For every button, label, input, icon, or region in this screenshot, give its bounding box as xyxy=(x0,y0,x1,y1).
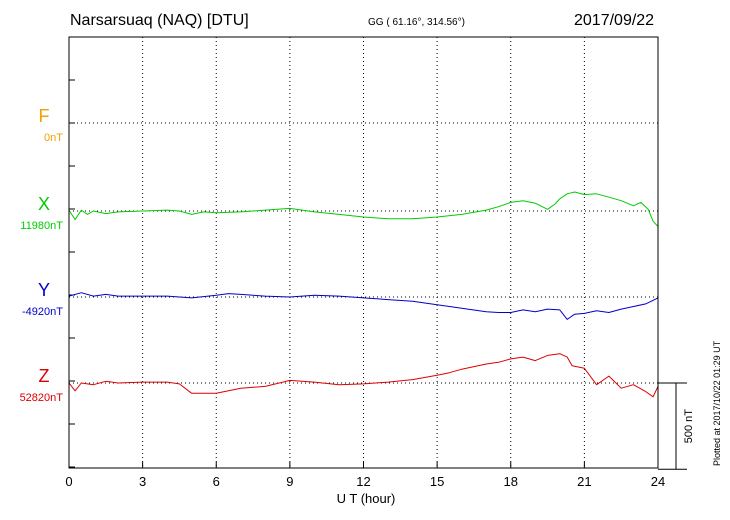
component-label-z: Z xyxy=(39,366,50,386)
baseline-value-x: 11980nT xyxy=(20,220,63,232)
x-tick-label: 15 xyxy=(430,474,444,489)
series-line-z xyxy=(68,353,659,398)
baseline-value-f: 0nT xyxy=(44,132,63,144)
x-tick-label: 3 xyxy=(139,474,146,489)
x-tick-label: 0 xyxy=(65,474,72,489)
x-tick-label: 21 xyxy=(577,474,591,489)
series-line-x xyxy=(68,191,659,227)
plot-frame xyxy=(68,36,659,469)
x-tick-label: 18 xyxy=(504,474,518,489)
x-tick-label: 12 xyxy=(356,474,370,489)
plotted-timestamp: Plotted at 2017/10/22 01:29 UT xyxy=(712,340,722,466)
baseline-value-y: -4920nT xyxy=(22,306,63,318)
series-line-y xyxy=(68,292,659,320)
chart-title: Narsarsuaq (NAQ) [DTU] xyxy=(70,12,249,29)
x-axis-label: U T (hour) xyxy=(337,491,396,506)
x-tick-label: 9 xyxy=(286,474,293,489)
station-coordinates: GG ( 61.16°, 314.56°) xyxy=(368,17,465,28)
x-tick-label: 24 xyxy=(651,474,665,489)
chart-date: 2017/09/22 xyxy=(574,12,655,29)
component-label-f: F xyxy=(39,106,50,126)
component-label-x: X xyxy=(38,194,50,214)
baseline-value-z: 52820nT xyxy=(20,392,64,404)
component-label-y: Y xyxy=(38,280,50,300)
x-tick-label: 6 xyxy=(213,474,220,489)
scale-bar-label: 500 nT xyxy=(683,409,695,444)
